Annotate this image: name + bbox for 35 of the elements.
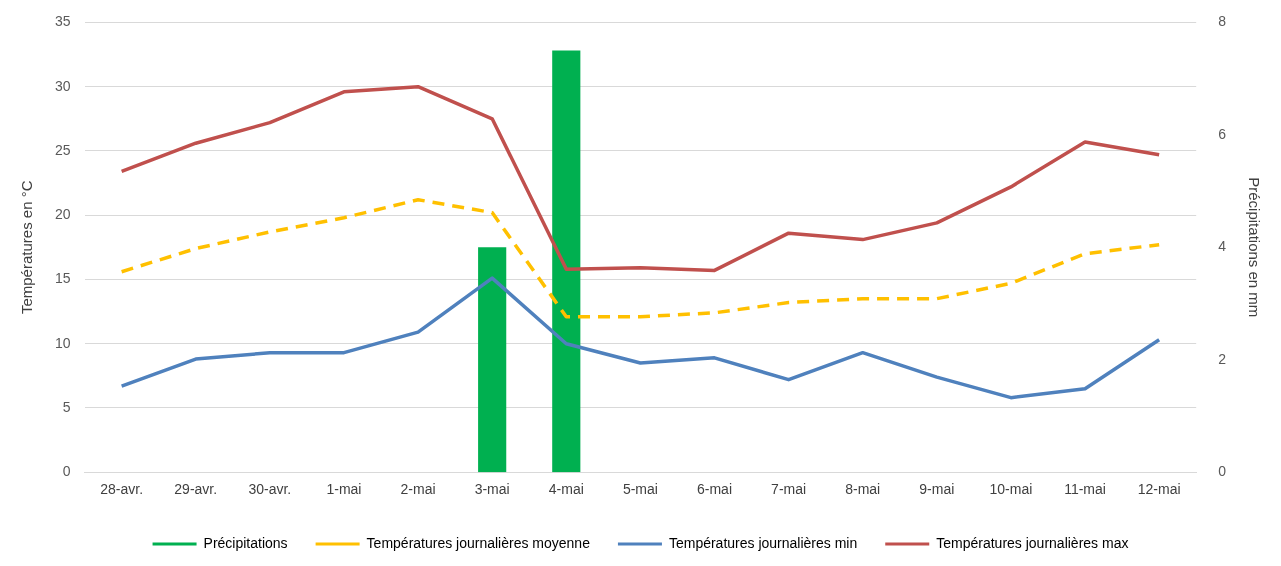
y2-tick-label: 0 <box>1218 463 1227 480</box>
y-tick-label: 25 <box>54 141 71 158</box>
legend-label: Températures journalières min <box>668 534 858 551</box>
y-tick-label: 0 <box>62 463 71 480</box>
x-tick-label: 6-mai <box>696 481 733 498</box>
y2-tick-label: 2 <box>1218 350 1227 367</box>
x-tick-label: 7-mai <box>771 481 807 498</box>
x-tick-label: 2-mai <box>400 481 436 498</box>
y2-tick-label: 6 <box>1218 125 1227 142</box>
line-series <box>119 198 1161 319</box>
x-tick-label: 12-mai <box>1137 481 1181 498</box>
x-tick-label: 8-mai <box>845 481 881 498</box>
x-tick-label: 28-avr. <box>100 481 144 498</box>
x-tick-label: 30-avr. <box>248 481 292 498</box>
x-tick-label: 10-mai <box>989 481 1033 498</box>
y-tick-label: 30 <box>54 77 71 94</box>
y-tick-label: 20 <box>54 206 71 223</box>
x-tick-label: 5-mai <box>622 481 658 498</box>
y-tick-label: 10 <box>54 334 71 351</box>
x-tick-label: 29-avr. <box>174 481 218 498</box>
x-tick-label: 4-mai <box>548 481 584 498</box>
y-tick-label: 35 <box>54 13 71 30</box>
x-tick-label: 1-mai <box>326 481 362 498</box>
y2-tick-label: 4 <box>1218 238 1227 255</box>
x-tick-label: 9-mai <box>919 481 955 498</box>
x-tick-label: 11-mai <box>1064 481 1106 498</box>
y-tick-label: 5 <box>62 398 71 415</box>
legend-label: Précipitations <box>203 534 288 551</box>
legend-label: Températures journalières moyenne <box>366 534 591 551</box>
y2-axis-title: Précipitations en mm <box>1245 177 1263 318</box>
legend-label: Températures journalières max <box>936 534 1129 551</box>
x-tick-label: 3-mai <box>474 481 510 498</box>
y-axis-title: Températures en °C <box>18 180 36 315</box>
y2-tick-label: 8 <box>1218 13 1227 30</box>
y-tick-label: 15 <box>54 270 71 287</box>
